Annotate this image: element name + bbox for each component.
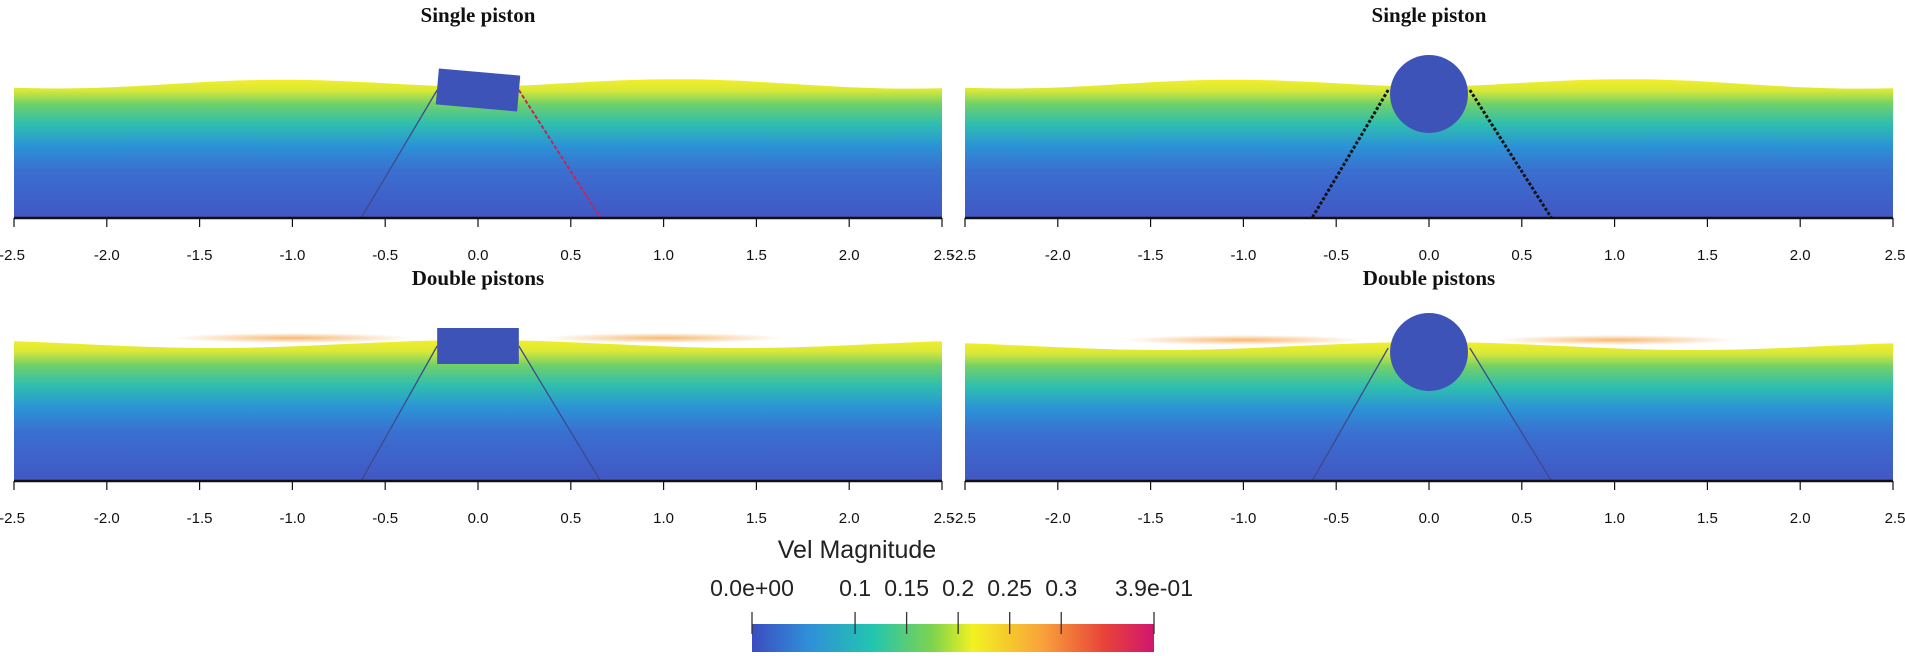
fluid-domain — [14, 340, 942, 481]
x-tick-label: 1.0 — [653, 247, 674, 264]
colorbar-tick-label: 0.25 — [987, 575, 1032, 601]
x-tick-label: 1.0 — [653, 510, 674, 527]
colorbar: Vel Magnitude 0.0e+00 0.1 0.15 0.2 0.25 0.3 3.… — [710, 536, 1193, 652]
x-tick-label: -1.0 — [1230, 247, 1256, 264]
x-tick-label: 0.5 — [560, 247, 581, 264]
x-tick-label: -2.0 — [1045, 510, 1071, 527]
colorbar-tick-label: 0.3 — [1045, 575, 1077, 601]
guide-line-right — [1468, 89, 1553, 219]
x-tick-label: 1.0 — [1604, 510, 1625, 527]
x-tick-label: 2.0 — [1790, 247, 1811, 264]
x-tick-label: -2.5 — [0, 247, 25, 264]
panel-bottom-left: Double pistons -2.5 -2.0 -1.5 -1.0 -0.5 0.0 0.5… — [0, 266, 954, 527]
x-tick-label: 0.5 — [1511, 510, 1532, 527]
guide-line-left — [360, 89, 438, 219]
x-tick-label: -2.5 — [950, 247, 976, 264]
wave-crest — [543, 333, 784, 343]
x-tick-label: -1.5 — [187, 247, 213, 264]
x-tick-label: -0.5 — [372, 247, 398, 264]
colorbar-tick-labels: 0.0e+00 0.1 0.15 0.2 0.25 0.3 3.9e-01 — [710, 575, 1193, 601]
x-tick-label: 0.0 — [468, 510, 489, 527]
x-tick-label: 0.5 — [1511, 247, 1532, 264]
wave-crest — [1123, 335, 1364, 345]
guide-line-left — [1311, 347, 1389, 482]
colorbar-tick-label: 0.1 — [839, 575, 871, 601]
guide-line-right — [517, 89, 602, 219]
floating-box-body — [435, 68, 521, 112]
colorbar-tick-label: 0.2 — [942, 575, 974, 601]
x-tick-label: 2.0 — [839, 510, 860, 527]
colorbar-title: Vel Magnitude — [778, 536, 936, 564]
guide-line-left — [360, 345, 438, 482]
x-tick-label: -2.0 — [94, 247, 120, 264]
colorbar-tick-label: 3.9e-01 — [1115, 575, 1193, 601]
x-tick-label: 1.5 — [1697, 510, 1718, 527]
x-tick-label: 2.0 — [1790, 510, 1811, 527]
colorbar-bar — [752, 624, 1154, 652]
x-tick-label: 1.5 — [746, 247, 767, 264]
guide-line-right — [1469, 347, 1553, 482]
x-tick-label: -1.5 — [1138, 247, 1164, 264]
floating-cylinder-body — [1390, 55, 1468, 133]
x-tick-label: 0.5 — [560, 510, 581, 527]
panel-title: Single piston — [421, 3, 536, 27]
fluid-domain — [14, 79, 942, 218]
x-tick-label: -2.5 — [0, 510, 25, 527]
x-tick-label: -2.0 — [1045, 247, 1071, 264]
guide-line-right — [518, 345, 602, 482]
x-tick-label: 0.0 — [468, 247, 489, 264]
x-tick-label: 2.5 — [934, 247, 955, 264]
x-tick-label: 2.5 — [1885, 247, 1905, 264]
x-tick-label: 1.5 — [746, 510, 767, 527]
x-tick-label: 1.0 — [1604, 247, 1625, 264]
x-tick-label: -1.5 — [187, 510, 213, 527]
colorbar-tick-label: 0.0e+00 — [710, 575, 794, 601]
panel-title: Double pistons — [412, 266, 544, 290]
panel-top-left: Single piston -2.5 -2.0 -1.5 -1.0 -0.5 0.0 0.5 1… — [0, 3, 954, 264]
x-tick-label: -0.5 — [1323, 510, 1349, 527]
x-tick-label: -1.0 — [279, 510, 305, 527]
colorbar-ticks — [751, 612, 1155, 634]
wave-crest — [1494, 335, 1735, 345]
x-tick-label: -2.0 — [94, 510, 120, 527]
floating-box-body — [437, 328, 519, 364]
x-tick-label: -1.0 — [279, 247, 305, 264]
x-tick-label: 0.0 — [1419, 247, 1440, 264]
floating-cylinder-body — [1390, 313, 1468, 391]
panel-bottom-right: Double pistons -2.5 -2.0 -1.5 -1.0 -0.5 0.0 0.5… — [950, 266, 1905, 527]
panel-title: Single piston — [1372, 3, 1487, 27]
colorbar-tick-label: 0.15 — [884, 575, 929, 601]
x-tick-label: -1.0 — [1230, 510, 1256, 527]
x-tick-label: 1.5 — [1697, 247, 1718, 264]
x-tick-label: -2.5 — [950, 510, 976, 527]
x-tick-label: 2.0 — [839, 247, 860, 264]
x-tick-label: 0.0 — [1419, 510, 1440, 527]
x-tick-label: 2.5 — [934, 510, 955, 527]
x-tick-label: -1.5 — [1138, 510, 1164, 527]
fluid-domain — [965, 342, 1893, 481]
wave-crest — [172, 333, 413, 343]
panel-title: Double pistons — [1363, 266, 1495, 290]
fluid-domain — [965, 79, 1893, 218]
x-tick-label: -0.5 — [372, 510, 398, 527]
x-tick-label: 2.5 — [1885, 510, 1905, 527]
panels-layer: Single piston -2.5 -2.0 -1.5 -1.0 -0.5 0.0 0.5 1… — [0, 3, 1905, 527]
panel-top-right: Single piston -2.5 -2.0 -1.5 -1.0 -0.5 0.0 0.5 1… — [950, 3, 1905, 264]
x-tick-label: -0.5 — [1323, 247, 1349, 264]
